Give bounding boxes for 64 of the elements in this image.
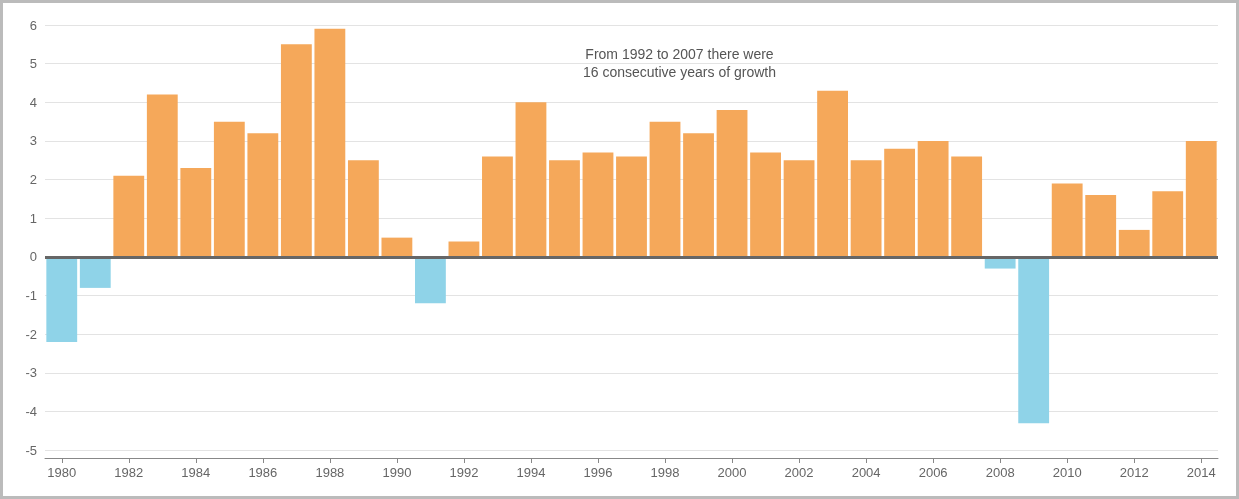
x-tick-label: 1984 <box>181 465 211 480</box>
bar <box>683 133 714 257</box>
x-tick-label: 2006 <box>918 465 948 480</box>
bar <box>549 160 580 257</box>
x-tick-label: 1986 <box>248 465 278 480</box>
x-tick-label: 1990 <box>382 465 412 480</box>
bar <box>1118 229 1150 257</box>
annotation: From 1992 to 2007 there were 16 consecutive years of growth <box>583 46 776 80</box>
y-tick-label: 3 <box>29 133 37 149</box>
x-tick-label: 1994 <box>516 465 546 480</box>
y-tick-label: 0 <box>29 249 37 265</box>
x-tick-label: 1992 <box>449 465 479 480</box>
bar <box>884 148 916 257</box>
bar <box>649 121 681 257</box>
bar <box>616 156 647 257</box>
y-tick-label: -1 <box>25 288 37 304</box>
bar <box>482 156 513 257</box>
bar <box>850 160 882 257</box>
y-tick-label: -3 <box>25 365 37 381</box>
bar <box>415 256 446 304</box>
bar <box>951 156 983 257</box>
x-tick-label: 2012 <box>1119 465 1149 480</box>
bar <box>716 110 748 257</box>
bar <box>582 152 614 257</box>
bar <box>213 121 245 257</box>
bar <box>1152 191 1184 257</box>
y-tick-label: 6 <box>29 17 37 33</box>
x-tick-label: 2014 <box>1186 465 1216 480</box>
bar <box>79 256 111 288</box>
bar <box>46 256 78 343</box>
bar <box>314 28 346 257</box>
x-tick-label: 2000 <box>717 465 747 480</box>
bar <box>783 160 815 257</box>
bar <box>1018 256 1050 424</box>
x-tick-label: 1996 <box>583 465 613 480</box>
bar <box>280 44 312 257</box>
bar <box>113 175 145 257</box>
bar <box>381 237 413 257</box>
bar <box>917 140 949 257</box>
y-tick-label: -4 <box>25 404 37 420</box>
x-tick-label: 2004 <box>851 465 881 480</box>
x-tick-label: 1980 <box>47 465 77 480</box>
bar <box>515 102 547 257</box>
y-tick-label: -2 <box>25 326 37 342</box>
bar <box>750 152 781 257</box>
bar <box>1051 183 1083 257</box>
x-tick-label: 1982 <box>114 465 144 480</box>
y-tick-label: 1 <box>29 210 37 226</box>
y-tick-label: -5 <box>25 442 37 458</box>
bar <box>1085 195 1117 257</box>
bar <box>347 160 379 257</box>
x-tick-label: 2008 <box>985 465 1015 480</box>
x-tick-label: 2010 <box>1052 465 1082 480</box>
y-tick-label: 5 <box>29 56 37 72</box>
y-tick-label: 2 <box>29 172 37 188</box>
bar <box>146 94 178 257</box>
x-tick-label: 1988 <box>315 465 345 480</box>
x-tick-label: 2002 <box>784 465 814 480</box>
bar <box>247 133 279 257</box>
bar <box>817 90 848 257</box>
x-tick-label: 1998 <box>650 465 680 480</box>
y-tick-label: 4 <box>29 94 37 110</box>
bar <box>1185 140 1217 257</box>
bar <box>180 168 212 257</box>
